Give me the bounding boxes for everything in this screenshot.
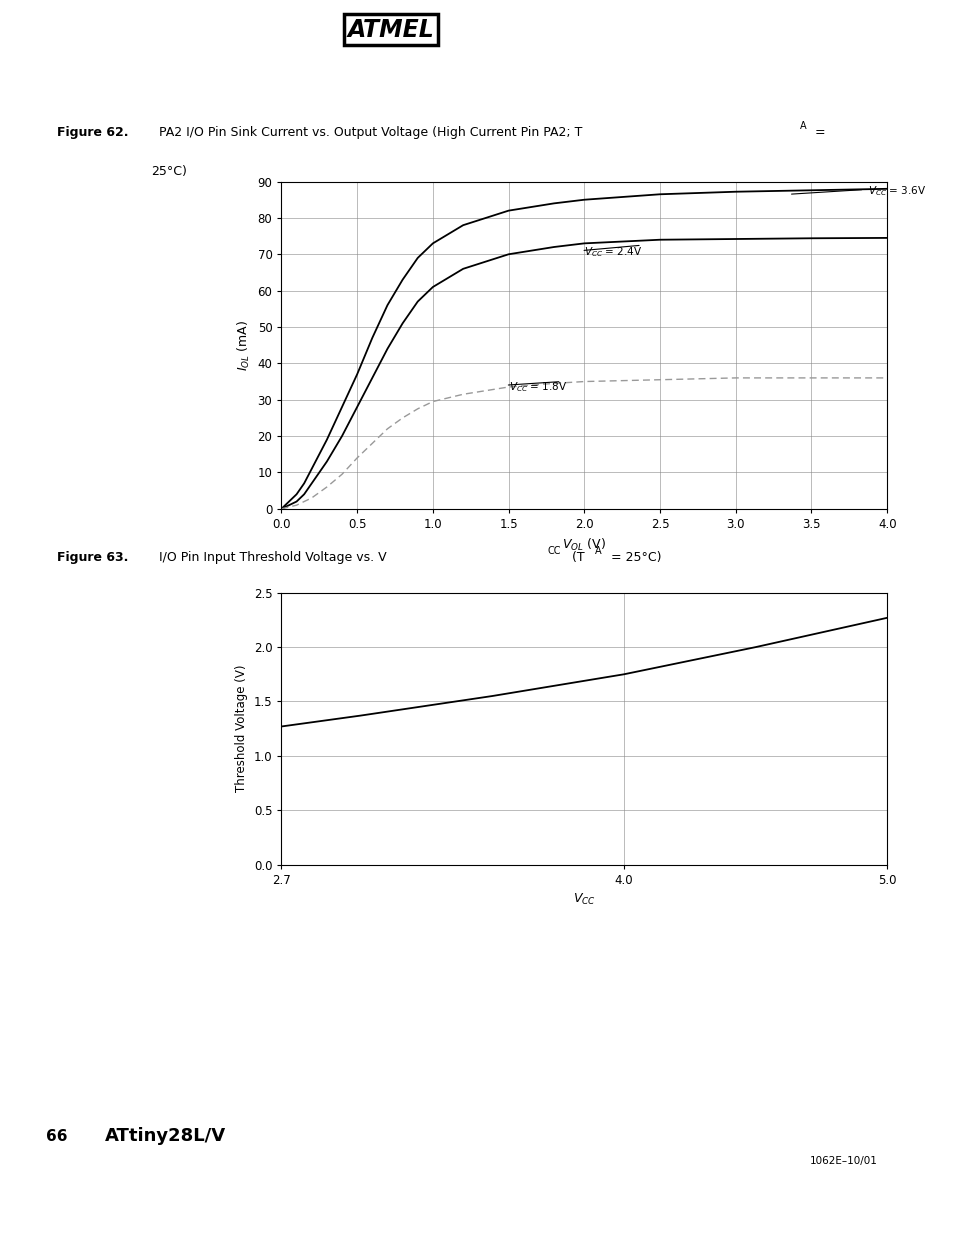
Text: =: = — [810, 126, 825, 140]
Text: ATMEL: ATMEL — [348, 17, 434, 42]
X-axis label: $V_{CC}$: $V_{CC}$ — [573, 892, 595, 908]
Text: PA2 I/O Pin Sink Current vs. Output Voltage (High Current Pin PA2; T: PA2 I/O Pin Sink Current vs. Output Volt… — [152, 126, 582, 140]
Text: $V_{CC}$ = 1.8V: $V_{CC}$ = 1.8V — [508, 380, 566, 394]
Y-axis label: Threshold Voltage (V): Threshold Voltage (V) — [235, 664, 248, 793]
Text: 25°C): 25°C) — [152, 165, 187, 178]
Text: CC: CC — [547, 546, 560, 556]
Text: A: A — [800, 121, 806, 131]
Text: 66: 66 — [46, 1129, 68, 1144]
Text: $V_{CC}$ = 3.6V: $V_{CC}$ = 3.6V — [866, 184, 925, 198]
Text: $V_{CC}$ = 2.4V: $V_{CC}$ = 2.4V — [583, 246, 642, 259]
Text: = 25°C): = 25°C) — [606, 551, 661, 564]
X-axis label: $V_{OL}$ (V): $V_{OL}$ (V) — [562, 536, 605, 552]
Text: Figure 62.: Figure 62. — [57, 126, 129, 140]
Text: Figure 63.: Figure 63. — [57, 551, 129, 564]
Text: I/O Pin Input Threshold Voltage vs. V: I/O Pin Input Threshold Voltage vs. V — [152, 551, 387, 564]
Text: 1062E–10/01: 1062E–10/01 — [809, 1156, 877, 1166]
Text: (T: (T — [567, 551, 583, 564]
Y-axis label: $I_{OL}$ (mA): $I_{OL}$ (mA) — [235, 320, 252, 370]
Text: ATtiny28L/V: ATtiny28L/V — [105, 1128, 226, 1145]
Text: A: A — [595, 546, 601, 556]
